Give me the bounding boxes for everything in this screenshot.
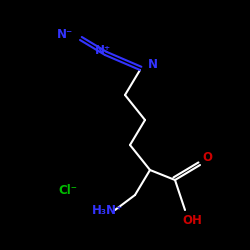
- Text: N: N: [148, 58, 158, 71]
- Text: N⁻: N⁻: [57, 28, 73, 42]
- Text: OH: OH: [182, 214, 203, 226]
- Text: N⁺: N⁺: [94, 44, 110, 57]
- Text: H₃N⁺: H₃N⁺: [92, 204, 123, 216]
- Text: O: O: [202, 151, 212, 164]
- Text: Cl⁻: Cl⁻: [58, 184, 77, 196]
